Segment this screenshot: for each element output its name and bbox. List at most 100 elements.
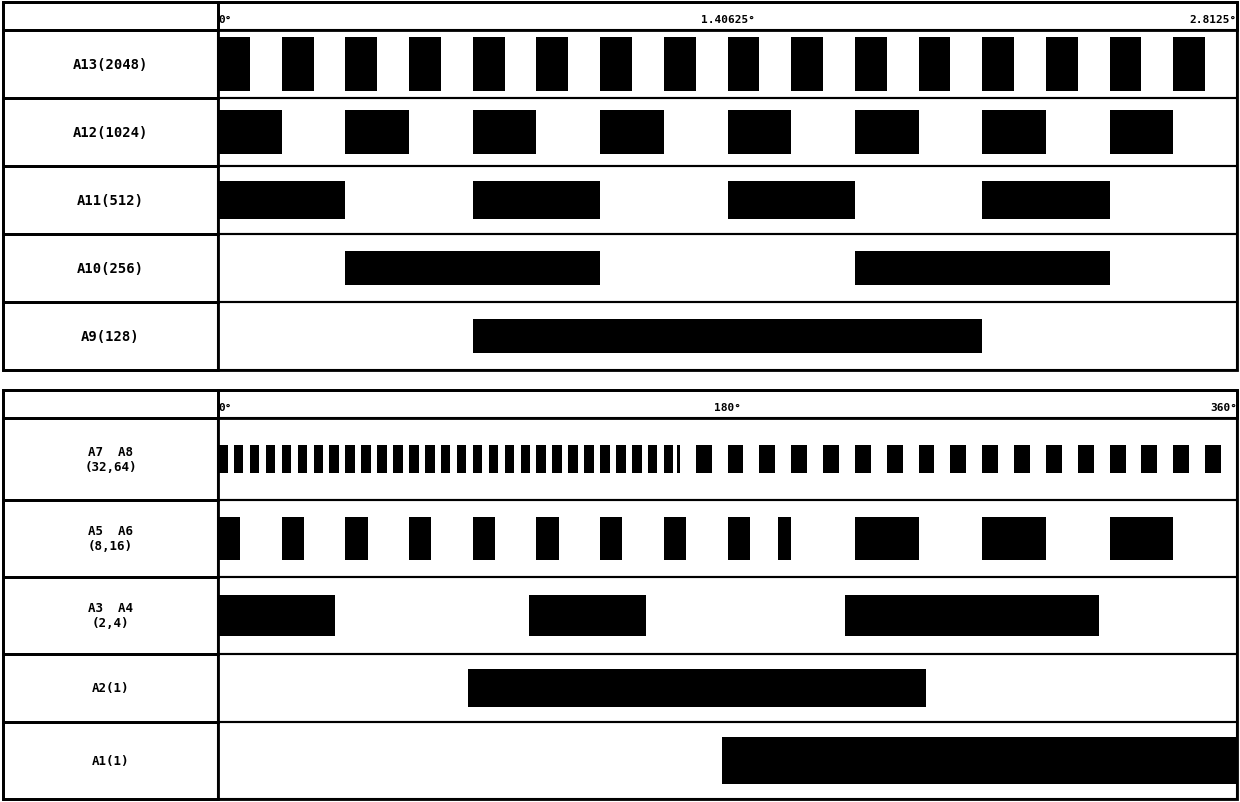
Bar: [919, 445, 935, 474]
Bar: [1142, 445, 1157, 474]
Bar: [1045, 445, 1061, 474]
Bar: [854, 252, 1110, 286]
Bar: [1110, 38, 1142, 91]
Bar: [249, 445, 259, 474]
Bar: [2, 302, 218, 371]
Bar: [234, 445, 243, 474]
Bar: [600, 517, 622, 560]
Bar: [314, 445, 324, 474]
Bar: [854, 445, 870, 474]
Bar: [521, 445, 529, 474]
Bar: [218, 517, 241, 560]
Bar: [854, 517, 919, 560]
Bar: [663, 517, 686, 560]
Bar: [823, 445, 839, 474]
Bar: [377, 445, 387, 474]
Bar: [854, 38, 887, 91]
Bar: [456, 445, 466, 474]
Bar: [1110, 111, 1173, 155]
Bar: [218, 419, 1238, 500]
Bar: [361, 445, 371, 474]
Bar: [265, 445, 275, 474]
Bar: [281, 445, 291, 474]
Bar: [779, 517, 791, 560]
Bar: [663, 445, 673, 474]
Bar: [346, 252, 600, 286]
Bar: [218, 391, 1238, 419]
Bar: [1110, 445, 1126, 474]
Bar: [467, 670, 926, 707]
Bar: [728, 111, 791, 155]
Text: 2.8125°: 2.8125°: [1189, 14, 1238, 25]
Bar: [218, 500, 1238, 577]
Bar: [791, 38, 823, 91]
Bar: [759, 445, 775, 474]
Bar: [218, 182, 346, 220]
Bar: [472, 517, 495, 560]
Bar: [723, 738, 1238, 784]
Bar: [728, 38, 759, 91]
Bar: [472, 182, 600, 220]
Bar: [2, 500, 218, 577]
Bar: [489, 445, 498, 474]
Bar: [663, 38, 696, 91]
Bar: [537, 445, 546, 474]
Bar: [1045, 38, 1078, 91]
Bar: [441, 445, 450, 474]
Bar: [728, 445, 744, 474]
Bar: [346, 111, 409, 155]
Bar: [552, 445, 562, 474]
Bar: [1205, 445, 1221, 474]
Bar: [2, 235, 218, 302]
Bar: [1173, 445, 1189, 474]
Bar: [218, 654, 1238, 722]
Bar: [584, 445, 594, 474]
Bar: [537, 38, 568, 91]
Bar: [1078, 445, 1094, 474]
Bar: [218, 111, 281, 155]
Bar: [346, 517, 368, 560]
Bar: [2, 722, 218, 799]
Bar: [2, 577, 218, 654]
Bar: [728, 182, 854, 220]
Bar: [1173, 38, 1205, 91]
Bar: [2, 654, 218, 722]
Bar: [218, 38, 249, 91]
Bar: [2, 3, 218, 31]
Bar: [393, 445, 403, 474]
Bar: [330, 445, 339, 474]
Bar: [218, 99, 1238, 167]
Text: A11(512): A11(512): [77, 194, 144, 208]
Bar: [844, 596, 1100, 636]
Bar: [528, 596, 646, 636]
Bar: [281, 38, 314, 91]
Bar: [218, 31, 1238, 99]
Bar: [2, 3, 1238, 371]
Text: A1(1): A1(1): [92, 754, 129, 767]
Bar: [472, 320, 982, 354]
Bar: [281, 517, 304, 560]
Bar: [218, 722, 1238, 799]
Bar: [2, 167, 218, 235]
Bar: [2, 31, 218, 99]
Bar: [600, 445, 610, 474]
Bar: [982, 38, 1014, 91]
Text: A5  A6
(8,16): A5 A6 (8,16): [88, 525, 133, 553]
Bar: [728, 517, 750, 560]
Bar: [472, 445, 482, 474]
Bar: [632, 445, 641, 474]
Bar: [982, 517, 1045, 560]
Bar: [854, 111, 919, 155]
Bar: [791, 445, 807, 474]
Text: 1.40625°: 1.40625°: [701, 14, 754, 25]
Bar: [1110, 517, 1173, 560]
Bar: [677, 445, 680, 474]
Bar: [218, 3, 1238, 31]
Text: 0°: 0°: [218, 403, 232, 412]
Bar: [2, 419, 218, 500]
Bar: [218, 596, 335, 636]
Text: A2(1): A2(1): [92, 682, 129, 695]
Bar: [887, 445, 903, 474]
Text: 360°: 360°: [1210, 403, 1238, 412]
Text: A10(256): A10(256): [77, 261, 144, 276]
